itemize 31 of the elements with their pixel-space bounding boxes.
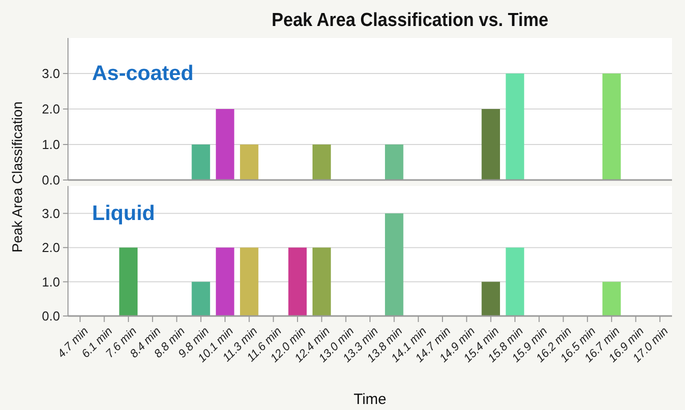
bar <box>288 248 307 316</box>
bar <box>482 109 500 180</box>
y-axis-title: Peak Area Classification <box>9 102 25 252</box>
bar <box>384 144 404 180</box>
bar <box>506 248 524 316</box>
y-tick-label: 2.0 <box>42 240 60 256</box>
y-tick-label: 1.0 <box>42 274 60 290</box>
bar <box>312 144 331 180</box>
bar <box>119 248 138 316</box>
bar <box>216 109 234 180</box>
y-tick-label: 0.0 <box>42 308 60 324</box>
annotation: Liquid <box>92 202 155 225</box>
bar <box>216 248 234 316</box>
bar <box>384 213 404 316</box>
bar <box>482 282 500 316</box>
bar <box>312 248 331 316</box>
bar <box>602 74 621 180</box>
y-tick-label: 3.0 <box>42 66 60 82</box>
x-axis-title: Time <box>354 391 386 408</box>
annotation: As-coated <box>92 62 194 85</box>
y-tick-label: 1.0 <box>42 137 60 152</box>
y-tick-label: 0.0 <box>42 172 60 188</box>
chart-title: Peak Area Classification vs. Time <box>272 8 548 30</box>
y-tick-label: 2.0 <box>42 102 60 117</box>
y-tick-label: 3.0 <box>42 206 60 221</box>
bar <box>506 74 524 180</box>
bar <box>192 144 210 180</box>
bar <box>192 282 210 316</box>
bar <box>602 282 621 316</box>
bar <box>240 248 258 316</box>
bar <box>240 144 258 180</box>
